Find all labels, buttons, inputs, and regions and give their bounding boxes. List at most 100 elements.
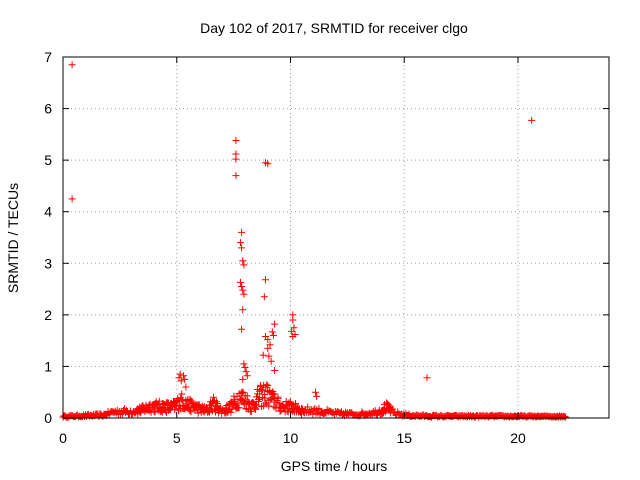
- y-tick-label: 5: [44, 152, 52, 168]
- data-point: [247, 407, 255, 415]
- data-point: [562, 413, 570, 421]
- data-point: [118, 410, 126, 418]
- data-point: [271, 320, 279, 328]
- data-point: [176, 370, 184, 378]
- data-point: [240, 261, 248, 269]
- data-point: [177, 377, 185, 385]
- y-tick-label: 0: [44, 410, 52, 426]
- data-point: [187, 408, 195, 416]
- data-point: [235, 404, 243, 412]
- data-point: [261, 390, 269, 398]
- data-point: [528, 116, 536, 124]
- data-point: [270, 390, 278, 398]
- data-point: [255, 398, 263, 406]
- data-point: [423, 374, 431, 382]
- data-point: [232, 172, 240, 180]
- y-tick-label: 2: [44, 307, 52, 323]
- data-point: [271, 367, 279, 375]
- data-point: [232, 137, 240, 145]
- x-tick-label: 0: [59, 430, 67, 446]
- data-point: [291, 401, 299, 409]
- data-point: [238, 388, 246, 396]
- data-point: [238, 325, 246, 333]
- data-point: [239, 257, 247, 265]
- data-point: [180, 372, 188, 380]
- data-point: [276, 407, 284, 415]
- data-point: [264, 382, 272, 390]
- x-tick-label: 5: [173, 430, 181, 446]
- data-point: [274, 393, 282, 401]
- data-point: [381, 407, 389, 415]
- x-tick-label: 10: [283, 430, 299, 446]
- data-point: [181, 375, 189, 383]
- data-point: [290, 324, 298, 332]
- data-point: [309, 410, 317, 418]
- data-point: [289, 316, 297, 324]
- data-point: [251, 405, 259, 413]
- y-tick-label: 7: [44, 49, 52, 65]
- data-point: [239, 375, 247, 383]
- data-point: [188, 398, 196, 406]
- data-point: [236, 239, 244, 247]
- data-point: [269, 391, 277, 399]
- y-tick-label: 6: [44, 101, 52, 117]
- y-tick-label: 1: [44, 358, 52, 374]
- data-point: [264, 336, 272, 344]
- y-tick-label: 4: [44, 204, 52, 220]
- data-point: [68, 195, 76, 203]
- data-point: [268, 394, 276, 402]
- data-point: [264, 344, 272, 352]
- data-point: [239, 306, 247, 314]
- data-point: [313, 392, 321, 400]
- data-point: [174, 395, 182, 403]
- data-point: [269, 331, 277, 339]
- data-point: [240, 360, 248, 368]
- data-point: [241, 363, 249, 371]
- data-point: [252, 401, 260, 409]
- data-point: [178, 396, 186, 404]
- data-point: [238, 228, 246, 236]
- data-point: [263, 381, 271, 389]
- data-point: [238, 282, 246, 290]
- ticks-layer: [62, 56, 609, 419]
- data-point: [268, 328, 276, 336]
- data-point: [259, 351, 267, 359]
- data-point: [289, 333, 297, 341]
- data-point: [315, 404, 323, 412]
- data-points-layer: [59, 61, 570, 421]
- data-point: [171, 405, 179, 413]
- labels-layer: 0 1 2 3 4 5 6 7 0 5 10 15 20: [44, 49, 526, 446]
- data-point: [261, 276, 269, 284]
- data-point: [239, 286, 247, 294]
- data-point: [179, 397, 187, 405]
- x-tick-label: 15: [396, 430, 412, 446]
- y-axis-label: SRMTID / TECUs: [5, 183, 21, 293]
- data-point: [267, 395, 275, 403]
- data-point: [561, 412, 569, 420]
- chart-title: Day 102 of 2017, SRMTID for receiver clg…: [200, 20, 468, 36]
- data-point: [265, 352, 273, 360]
- data-point: [243, 372, 251, 380]
- plot-frame: [62, 56, 610, 419]
- data-point: [312, 388, 320, 396]
- data-point: [242, 368, 250, 376]
- data-point: [387, 409, 395, 417]
- data-point: [272, 404, 280, 412]
- data-point: [267, 357, 275, 365]
- data-point: [182, 383, 190, 391]
- data-point: [227, 408, 235, 416]
- data-point: [304, 403, 312, 411]
- data-point: [288, 327, 296, 335]
- data-point: [266, 341, 274, 349]
- x-axis-label: GPS time / hours: [281, 458, 388, 474]
- data-point: [228, 405, 236, 413]
- data-point: [371, 407, 379, 415]
- data-point: [264, 160, 272, 168]
- data-point: [260, 293, 268, 301]
- data-point: [68, 61, 76, 69]
- data-point: [161, 407, 169, 415]
- data-point: [298, 404, 306, 412]
- grid-layer: [63, 57, 609, 418]
- y-tick-label: 3: [44, 255, 52, 271]
